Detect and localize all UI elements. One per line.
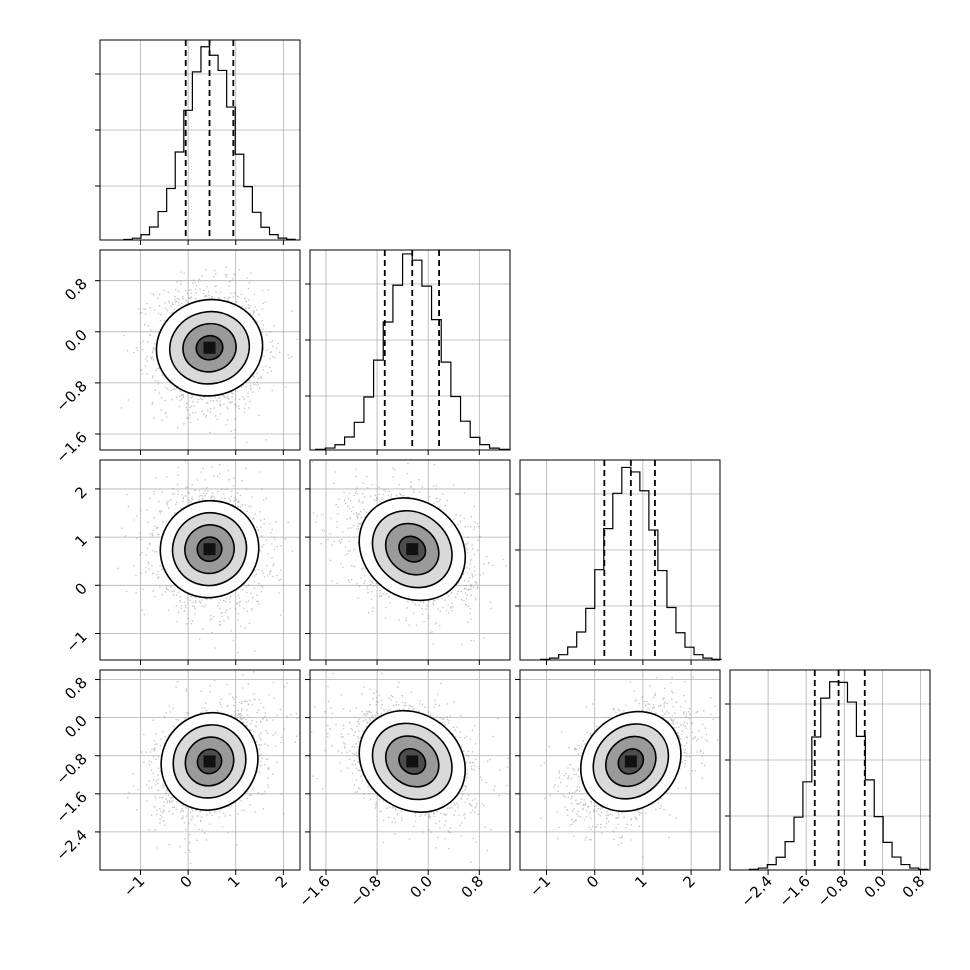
density-peak <box>203 341 216 354</box>
panel-frame <box>519 459 721 661</box>
y-tick-label: 2 <box>71 483 90 502</box>
y-tick-label: −0.8 <box>52 750 90 788</box>
histogram-panel <box>305 249 511 451</box>
contour-line <box>171 511 248 587</box>
x-tick-label: 1 <box>631 872 650 891</box>
panel-frame <box>99 669 301 871</box>
y-tick-label: −1 <box>62 628 90 656</box>
y-tick-label: 0.8 <box>61 674 91 704</box>
scatter-panel <box>99 249 301 451</box>
histogram-panel <box>725 669 931 871</box>
panel-frame <box>99 39 301 241</box>
contour-line <box>605 735 657 788</box>
scatter-panel <box>99 459 301 661</box>
y-tick-label: 0 <box>71 579 90 598</box>
contour-line <box>195 334 224 361</box>
contour-line <box>358 497 467 602</box>
scatter-panel <box>99 669 301 871</box>
y-tick-label: 0.8 <box>61 275 91 305</box>
y-tick-label: 0.0 <box>61 326 91 356</box>
histogram-bars <box>540 466 722 660</box>
y-tick-label: −2.4 <box>52 826 90 864</box>
x-tick-label: −2.4 <box>737 872 775 910</box>
x-tick-label: 0.8 <box>899 872 929 902</box>
contour-line <box>184 524 235 575</box>
contour-line <box>184 736 235 787</box>
scatter-panel <box>309 669 511 871</box>
panel-frame <box>99 249 301 451</box>
density-peak <box>406 755 419 768</box>
x-tick-label: 2 <box>272 872 291 891</box>
x-tick-label: −0.8 <box>346 872 384 910</box>
contour-line <box>196 536 223 563</box>
x-tick-label: 1 <box>224 872 243 891</box>
x-tick-label: 0 <box>583 872 602 891</box>
x-tick-label: 0.0 <box>406 872 436 902</box>
contour-line <box>617 748 645 775</box>
contour-line <box>358 709 467 813</box>
contour-line <box>160 711 259 811</box>
x-tick-label: −1.6 <box>295 872 333 910</box>
x-tick-label: −1.6 <box>776 872 814 910</box>
panel-frame <box>309 249 511 451</box>
contour-line <box>398 535 427 563</box>
x-tick-label: 0 <box>176 872 195 891</box>
x-tick-label: 2 <box>679 872 698 891</box>
y-tick-label: 1 <box>71 531 90 550</box>
contour-line <box>371 722 453 801</box>
density-peak <box>203 543 216 556</box>
histogram-bars <box>315 253 510 451</box>
x-tick-label: −0.8 <box>814 872 852 910</box>
density-peak <box>203 755 216 768</box>
x-tick-label: −1 <box>120 872 148 900</box>
contour-line <box>384 735 440 788</box>
scatter-panel <box>519 669 721 871</box>
contour-line <box>592 723 670 800</box>
contour-line <box>168 310 251 385</box>
density-peak <box>406 543 419 556</box>
x-tick-label: −1 <box>526 872 554 900</box>
contour-line <box>159 499 260 599</box>
contour-line <box>172 724 247 799</box>
panel-frame <box>309 459 511 661</box>
contour-line <box>155 298 264 397</box>
contour-line <box>384 522 440 576</box>
contour-line <box>398 747 427 775</box>
scatter-panel <box>309 459 511 661</box>
panel-frame <box>99 459 301 661</box>
x-tick-label: 0.8 <box>458 872 488 902</box>
y-tick-label: 0.0 <box>61 712 91 742</box>
y-tick-label: −0.8 <box>52 377 90 415</box>
histogram-panel <box>95 39 301 241</box>
panel-frame <box>729 669 931 871</box>
panel-frame <box>309 669 511 871</box>
contour-line <box>196 748 223 775</box>
y-tick-label: −1.6 <box>52 788 90 826</box>
y-tick-label: −1.6 <box>52 428 90 466</box>
histogram-panel <box>515 459 722 661</box>
contour-line <box>182 322 237 373</box>
contour-line <box>371 509 453 589</box>
density-peak <box>624 755 637 768</box>
panel-frame <box>519 669 721 871</box>
x-tick-label: 0.0 <box>861 872 891 902</box>
contour-line <box>579 710 682 813</box>
